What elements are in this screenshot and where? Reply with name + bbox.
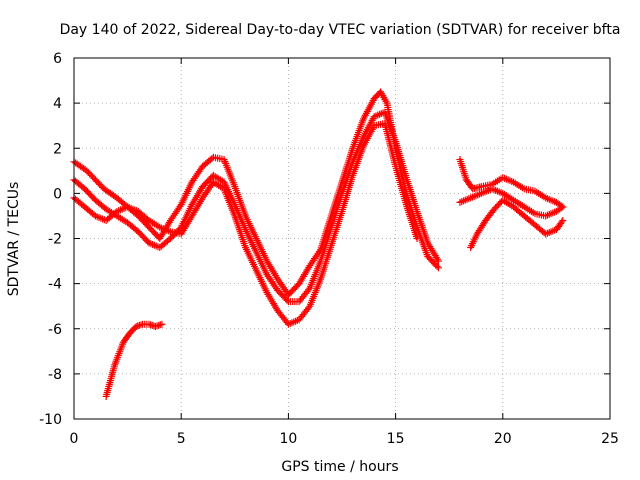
x-tick-label: 0 bbox=[70, 431, 79, 447]
x-tick-label: 15 bbox=[387, 431, 405, 447]
y-tick-label: -10 bbox=[39, 412, 62, 428]
data-point bbox=[158, 320, 166, 328]
y-tick-label: -8 bbox=[48, 367, 62, 383]
ticks-layer: 0 5 10 15 20 25 -10 -8 -6 -4 -2 0 2 4 6 bbox=[39, 51, 619, 447]
y-tick-label: 6 bbox=[53, 51, 62, 67]
data-point bbox=[559, 216, 567, 224]
chart-title: Day 140 of 2022, Sidereal Day-to-day VTE… bbox=[60, 22, 621, 38]
data-point bbox=[434, 257, 442, 265]
data-point bbox=[559, 203, 567, 211]
y-axis-label: SDTVAR / TECUs bbox=[6, 182, 22, 297]
x-tick-label: 5 bbox=[177, 431, 186, 447]
y-tick-label: 4 bbox=[53, 96, 62, 112]
x-tick-label: 25 bbox=[601, 431, 619, 447]
series-trace-e bbox=[456, 156, 567, 211]
data-point bbox=[558, 218, 566, 226]
y-tick-label: -2 bbox=[48, 232, 62, 248]
data-point bbox=[557, 204, 565, 212]
data-point bbox=[305, 286, 312, 294]
series-trace-d bbox=[102, 320, 166, 400]
series-trace-c bbox=[70, 119, 421, 328]
data-point bbox=[283, 296, 291, 304]
x-axis-label: GPS time / hours bbox=[281, 459, 398, 475]
data-point bbox=[433, 262, 441, 270]
series-trace-g bbox=[467, 196, 567, 252]
x-tick-label: 10 bbox=[279, 431, 297, 447]
y-tick-label: -4 bbox=[48, 277, 62, 293]
y-tick-label: 0 bbox=[53, 186, 62, 202]
y-tick-label: 2 bbox=[53, 141, 62, 157]
data-point bbox=[413, 235, 421, 242]
data-marks-layer bbox=[70, 88, 567, 400]
x-tick-label: 20 bbox=[494, 431, 512, 447]
series-trace-f bbox=[456, 185, 567, 220]
data-point bbox=[434, 264, 442, 272]
grid-layer bbox=[74, 58, 610, 419]
data-point bbox=[305, 304, 312, 312]
y-tick-label: -6 bbox=[48, 322, 62, 338]
